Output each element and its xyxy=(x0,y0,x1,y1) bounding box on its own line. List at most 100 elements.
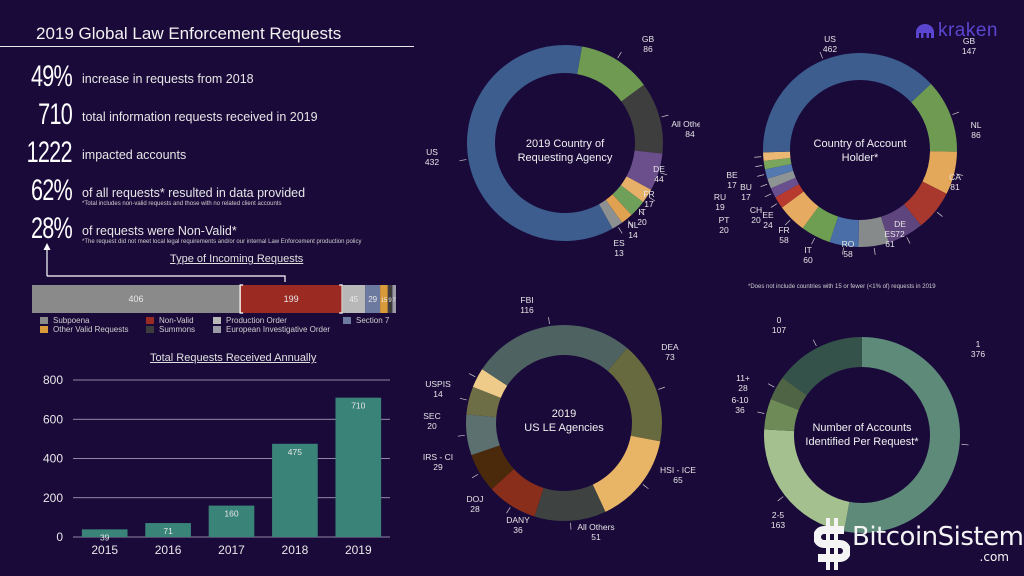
slice-label: DE xyxy=(894,219,906,229)
leader-line xyxy=(459,159,467,162)
slice-label: GB xyxy=(963,36,976,46)
slice-label: 2-5 xyxy=(772,510,785,520)
slice-label: CH xyxy=(750,205,762,215)
slice-nl xyxy=(922,151,957,194)
legend-item-summons: Summons xyxy=(146,325,195,334)
slice-label: 1 xyxy=(976,339,981,349)
stat-row: 1222 impacted accounts xyxy=(0,136,420,172)
slice-label: USPIS xyxy=(425,379,451,389)
x-tick-label: 2019 xyxy=(345,543,372,557)
slice-label: ES xyxy=(613,238,625,248)
leader-line xyxy=(784,219,791,226)
slice-all-others xyxy=(621,84,663,154)
slice-label: DEA xyxy=(661,342,679,352)
leader-line xyxy=(777,496,784,502)
slice-ca xyxy=(904,181,947,226)
slice-nl xyxy=(605,194,632,223)
slice-value: 73 xyxy=(665,352,675,362)
watermark-text: BitcoinSistemi xyxy=(852,522,1024,552)
slice-value: 116 xyxy=(520,305,534,315)
slice-value: 20 xyxy=(637,217,647,227)
kraken-icon xyxy=(915,24,934,38)
slice-value: 58 xyxy=(779,235,789,245)
slice-ch xyxy=(770,177,799,198)
leader-line xyxy=(617,51,622,59)
stat-text: of requests were Non-Valid* xyxy=(82,224,237,238)
stat-value: 28% xyxy=(30,212,73,245)
y-tick-label: 200 xyxy=(43,491,63,505)
leader-line xyxy=(471,473,479,479)
legend-label: European Investigative Order xyxy=(226,325,331,334)
y-tick-label: 0 xyxy=(56,530,63,544)
slice-gb xyxy=(911,83,957,152)
slice-label: CA xyxy=(949,172,961,182)
slice-value: 20 xyxy=(751,215,761,225)
slice-sec xyxy=(466,386,501,418)
donut-title: Holder* xyxy=(842,152,879,164)
chart-title: Total Requests Received Annually xyxy=(150,352,317,364)
slice-es xyxy=(598,199,623,229)
slice-value: 17 xyxy=(644,199,654,209)
slice-label: RO xyxy=(842,239,855,249)
donut-title: US LE Agencies xyxy=(524,422,604,434)
stat-value: 710 xyxy=(38,98,73,131)
slice-value: 28 xyxy=(470,504,480,514)
stat-value: 62% xyxy=(30,174,73,207)
leader-line xyxy=(812,339,817,347)
leader-line xyxy=(661,114,669,118)
slice-gb xyxy=(577,46,644,102)
slice-value: 36 xyxy=(735,405,745,415)
leader-line xyxy=(660,172,668,176)
slice-label: HSI - ICE xyxy=(660,465,696,475)
slice-hsi-ice xyxy=(592,435,661,512)
slice-ru xyxy=(764,164,794,179)
bitcoin-icon xyxy=(814,518,850,570)
slice-value: 51 xyxy=(591,532,601,542)
slice-label: EE xyxy=(762,210,774,220)
bar-segment-european-investigative-order xyxy=(392,285,396,313)
leader-line xyxy=(648,196,656,202)
slice-value: 72 xyxy=(895,229,905,239)
footnote: *Does not include countries with 15 or f… xyxy=(748,284,936,290)
y-tick-label: 600 xyxy=(43,412,63,426)
slice-value: 86 xyxy=(971,130,981,140)
x-tick-label: 2016 xyxy=(155,543,182,557)
slice-label: All Others xyxy=(671,119,700,129)
arrow-up-icon xyxy=(43,243,51,250)
legend-item-other-valid-requests: Other Valid Requests xyxy=(40,325,128,334)
slice-2-5 xyxy=(764,429,850,532)
y-tick-label: 400 xyxy=(43,452,63,466)
slice-label: DANY xyxy=(506,515,530,525)
donut-country-account-holder: GB147NL86CA81DE72ES61RO58IT60FR58EE24CH2… xyxy=(714,34,982,265)
legend-swatch xyxy=(40,326,48,333)
bar-segment-other-valid-requests xyxy=(380,285,388,313)
brand-name: kraken xyxy=(937,20,998,41)
donut-title: 2019 xyxy=(552,408,576,420)
slice-ro xyxy=(829,216,859,247)
slice-uspis xyxy=(472,369,508,398)
bar-data-label: 7 xyxy=(393,298,397,304)
bar-data-label: 29 xyxy=(368,295,377,304)
slice-value: 60 xyxy=(803,255,813,265)
slice-irs-ci xyxy=(466,414,500,456)
bar-data-label: 710 xyxy=(351,401,365,411)
stat-text: of all requests* resulted in data provid… xyxy=(82,186,306,200)
bar-data-label: 71 xyxy=(163,526,173,536)
slice-label: All Others xyxy=(577,522,614,532)
watermark-suffix: .com xyxy=(979,550,1009,564)
bar-data-label: 9 xyxy=(388,298,392,304)
chart-title: Type of Incoming Requests xyxy=(170,253,304,265)
slice-label: 6-10 xyxy=(731,395,748,405)
kraken-logo: kraken xyxy=(915,20,998,42)
slice-value: 58 xyxy=(843,249,853,259)
donut-title: 2019 Country of xyxy=(526,138,605,150)
slice-label: ES xyxy=(884,229,896,239)
leader-line xyxy=(757,411,765,414)
slice-label: IRS - CI xyxy=(423,452,453,462)
bar-data-label: 45 xyxy=(349,295,358,304)
slice-label: IT xyxy=(638,207,646,217)
slice-value: 163 xyxy=(771,520,785,530)
leader-line xyxy=(961,443,969,446)
stat-text: total information requests received in 2… xyxy=(82,110,318,124)
